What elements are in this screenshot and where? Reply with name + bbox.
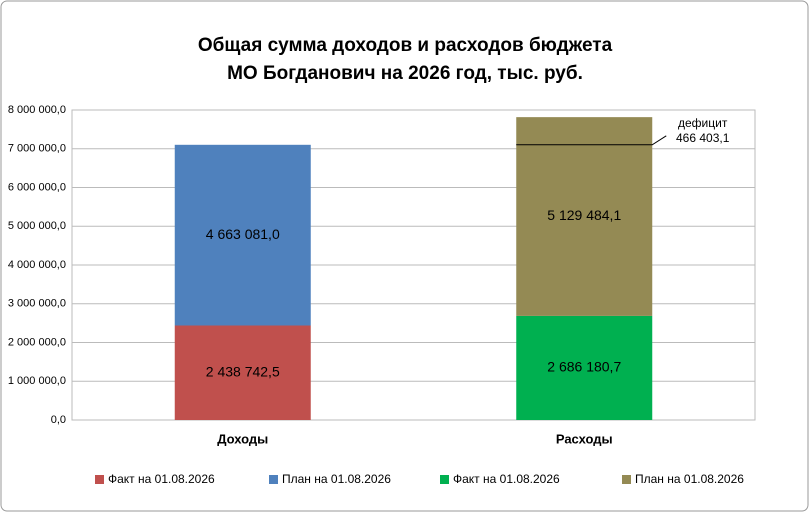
x-tick-label: Расходы bbox=[556, 431, 613, 446]
y-tick-label: 3 000 000,0 bbox=[8, 298, 66, 310]
value-label: 5 129 484,1 bbox=[547, 207, 621, 223]
chart-title: Общая сумма доходов и расходов бюджета bbox=[198, 35, 613, 56]
legend-label: План на 01.08.2026 bbox=[635, 472, 744, 486]
chart-title: МО Богданович на 2026 год, тыс. руб. bbox=[227, 63, 583, 84]
bar-segment bbox=[174, 325, 311, 420]
bar-segment bbox=[516, 315, 653, 420]
deficit-line bbox=[516, 135, 667, 146]
bar-segment bbox=[174, 144, 311, 326]
value-label: 2 438 742,5 bbox=[206, 363, 280, 379]
value-label: 2 686 180,7 bbox=[547, 359, 621, 375]
legend-swatch bbox=[269, 475, 278, 484]
y-tick-label: 2 000 000,0 bbox=[8, 336, 66, 348]
y-tick-label: 4 000 000,0 bbox=[8, 259, 66, 271]
legend-swatch bbox=[622, 475, 631, 484]
y-tick-label: 7 000 000,0 bbox=[8, 143, 66, 155]
legend-swatch bbox=[95, 475, 104, 484]
legend-label: Факт на 01.08.2026 bbox=[453, 472, 560, 486]
legend-label: Факт на 01.08.2026 bbox=[108, 472, 215, 486]
y-tick-label: 6 000 000,0 bbox=[8, 181, 66, 193]
y-tick-label: 0,0 bbox=[51, 414, 66, 426]
value-label: 4 663 081,0 bbox=[206, 226, 280, 242]
annotation: дефицит bbox=[678, 116, 728, 130]
y-tick-label: 1 000 000,0 bbox=[8, 375, 66, 387]
x-tick-label: Доходы bbox=[217, 431, 268, 446]
bar-segment bbox=[516, 117, 653, 316]
y-tick-label: 8 000 000,0 bbox=[8, 104, 66, 116]
legend-label: План на 01.08.2026 bbox=[282, 472, 391, 486]
legend-swatch bbox=[440, 475, 449, 484]
annotation: 466 403,1 bbox=[676, 131, 730, 145]
y-tick-label: 5 000 000,0 bbox=[8, 220, 66, 232]
